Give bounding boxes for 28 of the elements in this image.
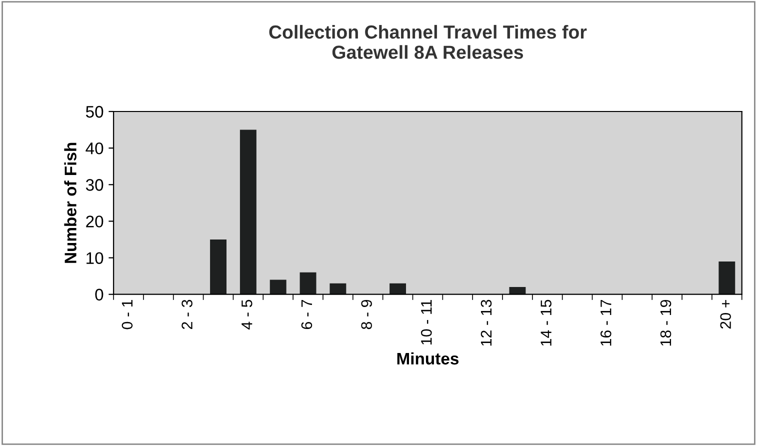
y-tick-label: 50: [86, 106, 104, 118]
x-tick-label: 4 - 5: [242, 300, 252, 330]
x-tick-label: 8 - 9: [361, 300, 372, 330]
x-axis-title: Minutes: [397, 352, 459, 365]
bar: [718, 261, 736, 294]
x-tick-label: 10 - 11: [420, 300, 432, 344]
y-tick-label: 20: [86, 216, 104, 228]
x-tick-label: 6 - 7: [301, 300, 312, 330]
chart-title: Collection Channel Travel Times for Gatewell 8A Releases: [269, 24, 587, 59]
bar: [330, 283, 346, 294]
bar: [390, 283, 406, 294]
x-tick-label: 12 - 13: [480, 300, 492, 346]
x-tick-label: 18 - 19: [660, 300, 672, 346]
y-tick-label: 30: [86, 179, 104, 191]
y-tick-label: 10: [86, 252, 104, 264]
y-tick-label: 0: [95, 288, 104, 301]
x-tick-label: 16 - 17: [600, 300, 612, 346]
x-tick-label: 0 - 1: [122, 300, 133, 330]
bar: [300, 272, 316, 294]
x-tick-label: 2 - 3: [182, 300, 192, 330]
y-tick-label: 40: [86, 142, 104, 154]
bar: [270, 280, 286, 294]
y-axis-title: Number of Fish: [64, 142, 76, 263]
bar: [240, 130, 256, 294]
x-tick-label: 20 +: [720, 300, 731, 329]
x-tick-label: 14 - 15: [540, 300, 552, 346]
bar: [210, 240, 226, 294]
bar: [509, 287, 526, 294]
